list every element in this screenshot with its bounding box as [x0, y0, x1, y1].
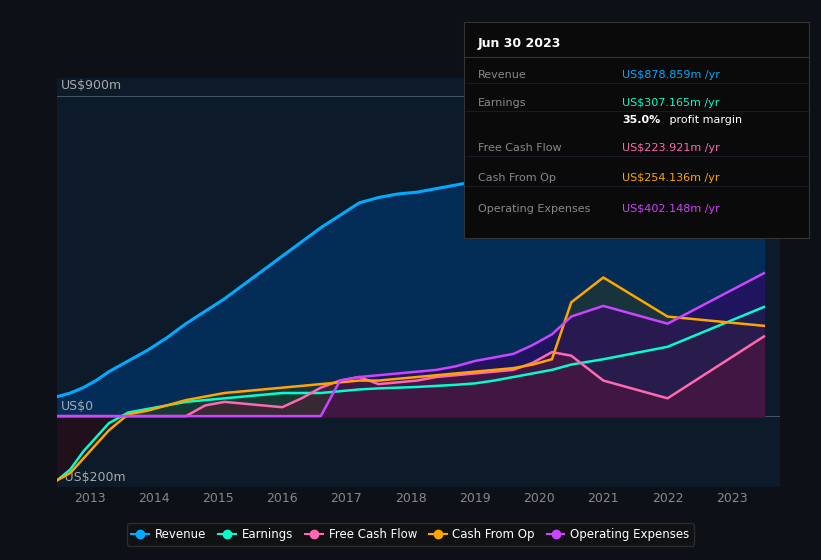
Text: 35.0%: 35.0% — [622, 115, 661, 125]
Text: Operating Expenses: Operating Expenses — [478, 203, 590, 213]
Text: US$878.859m /yr: US$878.859m /yr — [622, 70, 720, 80]
Text: profit margin: profit margin — [666, 115, 741, 125]
Text: US$900m: US$900m — [61, 79, 122, 92]
Text: US$402.148m /yr: US$402.148m /yr — [622, 203, 720, 213]
Text: US$0: US$0 — [61, 400, 94, 413]
Text: Revenue: Revenue — [478, 70, 526, 80]
Text: US$223.921m /yr: US$223.921m /yr — [622, 143, 720, 153]
Text: Jun 30 2023: Jun 30 2023 — [478, 38, 561, 50]
Legend: Revenue, Earnings, Free Cash Flow, Cash From Op, Operating Expenses: Revenue, Earnings, Free Cash Flow, Cash … — [126, 523, 695, 545]
Text: US$254.136m /yr: US$254.136m /yr — [622, 174, 720, 183]
Text: US$307.165m /yr: US$307.165m /yr — [622, 98, 720, 108]
Text: Earnings: Earnings — [478, 98, 526, 108]
Text: Free Cash Flow: Free Cash Flow — [478, 143, 562, 153]
Text: Cash From Op: Cash From Op — [478, 174, 556, 183]
Text: -US$200m: -US$200m — [61, 472, 126, 484]
